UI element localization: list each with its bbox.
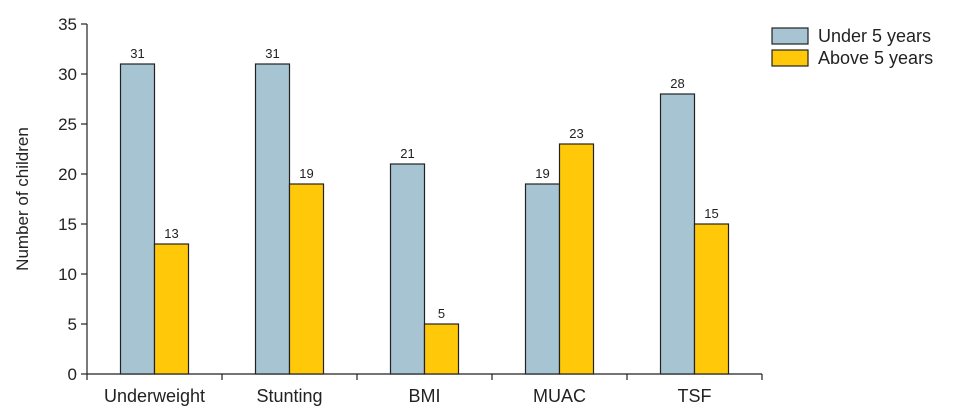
data-label: 31 — [265, 46, 279, 61]
data-label: 31 — [130, 46, 144, 61]
y-tick-label: 10 — [58, 265, 77, 284]
x-tick-label: MUAC — [533, 386, 586, 406]
data-label: 19 — [299, 166, 313, 181]
data-label: 28 — [670, 76, 684, 91]
data-label: 15 — [704, 206, 718, 221]
y-tick-label: 30 — [58, 65, 77, 84]
x-tick-label: TSF — [678, 386, 712, 406]
y-axis-title: Number of children — [13, 127, 32, 271]
y-tick-label: 5 — [68, 315, 77, 334]
bar — [254, 63, 291, 375]
y-tick-label: 0 — [68, 365, 77, 384]
y-tick-label: 35 — [58, 15, 77, 34]
x-tick-label: Underweight — [104, 386, 205, 406]
legend-swatch — [771, 49, 809, 67]
bar — [389, 163, 426, 375]
bar — [153, 243, 190, 375]
y-tick-label: 25 — [58, 115, 77, 134]
data-label: 13 — [164, 226, 178, 241]
data-label: 23 — [569, 126, 583, 141]
y-tick-label: 20 — [58, 165, 77, 184]
x-axis: Underweight Stunting BMI MUAC TSF — [86, 373, 763, 406]
x-tick-label: Stunting — [256, 386, 322, 406]
bar — [288, 183, 325, 375]
data-label: 19 — [535, 166, 549, 181]
legend-label: Above 5 years — [818, 48, 933, 68]
bar — [659, 93, 696, 375]
bars — [119, 63, 730, 375]
y-tick-label: 15 — [58, 215, 77, 234]
legend-swatch — [771, 27, 809, 45]
x-tick-label: BMI — [408, 386, 440, 406]
bar — [558, 143, 595, 375]
data-label: 21 — [400, 146, 414, 161]
y-axis: 0 5 10 15 20 25 30 35 — [58, 15, 88, 384]
bar — [119, 63, 156, 375]
legend-label: Under 5 years — [818, 26, 931, 46]
data-labels: 31 13 31 19 21 5 19 23 28 15 — [130, 46, 718, 321]
data-label: 5 — [438, 306, 445, 321]
bar — [423, 323, 460, 375]
bar — [524, 183, 561, 375]
bar — [693, 223, 730, 375]
